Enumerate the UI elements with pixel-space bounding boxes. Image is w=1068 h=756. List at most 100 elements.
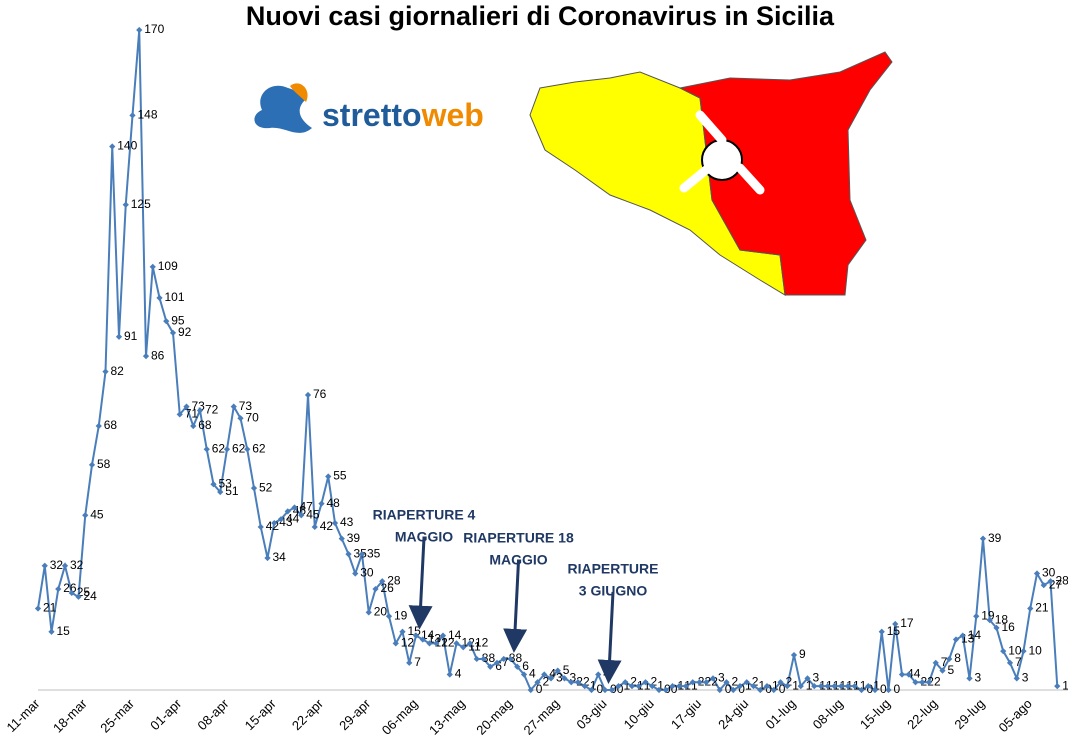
data-label: 70	[246, 410, 260, 424]
data-point	[251, 485, 257, 491]
x-tick-label: 08-apr	[194, 695, 232, 733]
data-point	[366, 609, 372, 615]
data-label: 92	[178, 325, 192, 339]
data-label: 21	[43, 601, 57, 615]
data-point	[318, 501, 324, 507]
data-label: 109	[158, 259, 178, 273]
data-point	[345, 551, 351, 557]
data-label: 12	[475, 636, 489, 650]
data-label: 2	[934, 674, 941, 688]
data-label: 15	[887, 624, 901, 638]
data-point	[1014, 675, 1020, 681]
data-point	[55, 586, 61, 592]
data-label: 32	[70, 558, 84, 572]
x-tick-label: 22-lug	[904, 696, 940, 732]
data-label: 20	[374, 605, 388, 619]
data-label: 91	[124, 329, 138, 343]
x-tick-label: 01-lug	[762, 696, 798, 732]
data-label: 42	[320, 519, 334, 533]
data-label: 170	[144, 22, 164, 36]
data-label: 39	[988, 531, 1002, 545]
data-label: 72	[205, 403, 219, 417]
data-point	[258, 524, 264, 530]
data-label: 21	[1035, 601, 1049, 615]
data-point	[1054, 683, 1060, 689]
data-point	[1027, 605, 1033, 611]
x-tick-label: 03-giu	[573, 696, 609, 732]
data-point	[102, 369, 108, 375]
x-tick-label: 29-lug	[951, 696, 987, 732]
data-point	[96, 423, 102, 429]
data-label: 17	[900, 616, 914, 630]
data-point	[447, 671, 453, 677]
data-label: 86	[151, 348, 165, 362]
data-label: 45	[90, 507, 104, 521]
logo-text: strettoweb	[322, 97, 484, 133]
data-label: 19	[394, 608, 408, 622]
data-label: 42	[266, 519, 280, 533]
data-label: 76	[313, 387, 327, 401]
data-label: 1	[1062, 678, 1068, 692]
data-label: 0	[597, 682, 604, 696]
x-tick-label: 29-apr	[336, 695, 374, 733]
data-point	[109, 143, 115, 149]
logo-part: stretto	[322, 97, 422, 133]
data-point	[48, 629, 54, 635]
data-point	[312, 524, 318, 530]
data-label: 28	[1056, 573, 1068, 587]
data-label: 15	[57, 624, 71, 638]
data-label: 24	[84, 589, 98, 603]
data-label: 101	[165, 290, 185, 304]
logo-part: web	[421, 97, 484, 133]
data-label: 10	[1029, 643, 1043, 657]
annotation-arrow	[420, 538, 424, 618]
data-point	[143, 353, 149, 359]
data-point	[325, 473, 331, 479]
data-label: 34	[273, 550, 287, 564]
data-label: 68	[198, 418, 212, 432]
data-point	[190, 423, 196, 429]
x-tick-label: 06-mag	[379, 696, 421, 738]
data-point	[879, 629, 885, 635]
x-tick-label: 22-apr	[289, 695, 327, 733]
x-tick-label: 27-mag	[521, 696, 563, 738]
data-label: 14	[448, 628, 462, 642]
data-label: 4	[529, 667, 536, 681]
x-tick-label: 10-giu	[621, 696, 657, 732]
x-tick-label: 25-mar	[97, 695, 137, 735]
data-point	[136, 27, 142, 33]
x-tick-label: 15-lug	[857, 696, 893, 732]
x-tick-label: 20-mag	[473, 696, 515, 738]
data-label: 3	[975, 671, 982, 685]
data-label: 7	[1015, 655, 1022, 669]
annotation-arrow	[609, 592, 613, 672]
data-label: 62	[212, 441, 226, 455]
data-point	[899, 671, 905, 677]
data-label: 125	[131, 197, 151, 211]
data-label: 51	[225, 484, 239, 498]
data-point	[791, 652, 797, 658]
logo: strettoweb	[254, 83, 483, 133]
data-label: 28	[387, 573, 401, 587]
data-point	[474, 656, 480, 662]
data-label: 9	[799, 647, 806, 661]
annotation-text: RIAPERTURE	[567, 561, 658, 577]
data-label: 39	[347, 531, 361, 545]
sicily-map	[530, 52, 892, 295]
data-label: 148	[138, 108, 158, 122]
data-point	[42, 563, 48, 569]
x-tick-label: 01-apr	[147, 695, 185, 733]
data-label: 1	[792, 678, 799, 692]
data-point	[89, 462, 95, 468]
data-point	[966, 675, 972, 681]
data-point	[123, 202, 129, 208]
data-point	[264, 555, 270, 561]
data-point	[116, 334, 122, 340]
data-label: 140	[117, 139, 137, 153]
data-point	[973, 613, 979, 619]
data-label: 82	[111, 364, 125, 378]
data-label: 35	[367, 546, 381, 560]
data-point	[150, 264, 156, 270]
x-tick-label: 18-mar	[50, 695, 90, 735]
